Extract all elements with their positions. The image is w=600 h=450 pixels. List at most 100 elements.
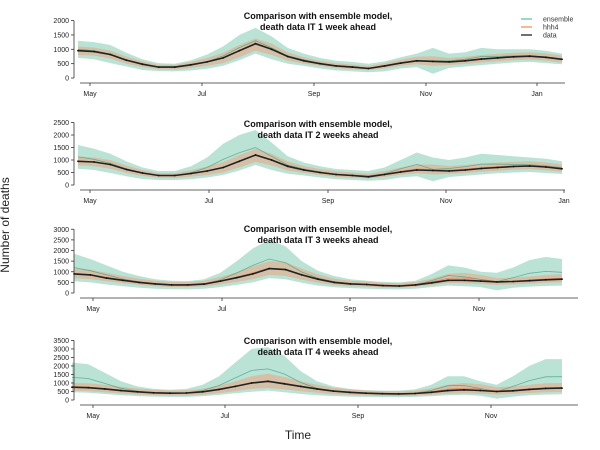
data-point (367, 67, 370, 70)
data-point (544, 278, 547, 281)
data-point (267, 380, 269, 383)
data-point (480, 58, 483, 60)
y-tick-label: 1500 (53, 32, 69, 39)
data-point (480, 167, 483, 170)
x-tick-label: Jul (221, 413, 230, 420)
data-point (190, 172, 192, 175)
data-point (141, 172, 144, 174)
data-point (383, 173, 386, 176)
data-point (250, 382, 253, 384)
y-tick-label: 0 (65, 398, 69, 405)
data-point (545, 166, 547, 168)
x-tick-label: May (83, 91, 97, 98)
y-tick-label: 1500 (53, 372, 69, 379)
data-point (203, 283, 206, 285)
y-tick-label: 1000 (53, 47, 69, 54)
data-point (77, 49, 79, 52)
data-point (512, 280, 515, 283)
data-point (173, 174, 176, 177)
data-point (222, 57, 225, 59)
data-point (496, 166, 499, 169)
data-point (319, 62, 321, 65)
data-point (270, 159, 273, 161)
data-point (206, 61, 209, 63)
data-point (351, 66, 354, 68)
data-point (561, 58, 563, 61)
panel-2: 0 500 1000 1500 2000 2500 May Jul Sep Nov Jan Compa… (53, 119, 569, 205)
data-point (235, 276, 238, 279)
x-tick-label: Jan (558, 198, 569, 205)
data-point (234, 385, 237, 388)
data-point (185, 392, 188, 394)
y-tick-label: 500 (57, 61, 69, 68)
data-point (201, 390, 204, 393)
data-point (109, 53, 112, 56)
data-point (252, 273, 254, 275)
x-tick-label: Nov (440, 198, 453, 205)
y-tick-label: 0 (65, 76, 69, 83)
data-point (286, 165, 289, 168)
data-point (187, 284, 189, 286)
x-tick-label: Nov (473, 306, 486, 313)
data-point (479, 280, 482, 282)
y-tick-label: 2000 (53, 133, 69, 140)
data-point (528, 55, 531, 58)
x-tick-label: Sep (308, 91, 321, 98)
data-point (463, 388, 465, 391)
data-point (561, 167, 563, 170)
y-axis-label: Number of deaths (0, 177, 12, 272)
y-tick-label: 3000 (53, 227, 69, 234)
y-tick-label: 1000 (53, 269, 69, 276)
data-point (254, 42, 257, 45)
data-point (121, 279, 124, 282)
data-point (125, 168, 128, 171)
y-tick-label: 500 (57, 170, 69, 177)
data-point (303, 169, 305, 171)
x-tick-label: May (86, 413, 100, 420)
data-point (383, 65, 386, 67)
data-point (398, 285, 401, 287)
data-point (218, 388, 220, 391)
data-point (317, 278, 319, 281)
data-point (381, 392, 384, 395)
x-tick-label: Sep (344, 306, 357, 313)
data-point (300, 274, 303, 276)
y-tick-label: 2500 (53, 237, 69, 244)
data-point (415, 169, 418, 171)
y-tick-label: 0 (65, 291, 69, 298)
data-point (303, 59, 305, 62)
data-point (173, 66, 176, 68)
data-point (254, 154, 257, 156)
data-point (432, 169, 434, 172)
y-tick-label: 1000 (53, 380, 69, 387)
data-point (512, 55, 515, 58)
y-tick-label: 2500 (53, 355, 69, 362)
y-tick-label: 2500 (53, 120, 69, 127)
data-point (105, 277, 108, 279)
x-tick-label: Jul (218, 306, 227, 313)
panel-title: Comparison with ensemble model, death dat… (244, 11, 393, 32)
panel-title: Comparison with ensemble model, death dat… (244, 119, 393, 140)
data-point (154, 283, 157, 285)
data-point (190, 63, 192, 66)
data-point (561, 278, 563, 281)
data-point (365, 392, 367, 395)
data-point (87, 386, 90, 389)
data-point (136, 390, 139, 393)
x-tick-label: Jul (198, 91, 207, 98)
data-point (496, 281, 498, 283)
x-tick-label: May (83, 198, 97, 205)
y-tick-label: 3000 (53, 346, 69, 353)
data-point (399, 171, 402, 173)
data-point (268, 267, 271, 270)
data-point (93, 161, 95, 163)
data-point (270, 48, 273, 51)
data-point (528, 279, 531, 282)
data-point (157, 174, 160, 177)
data-point (222, 166, 225, 169)
data-point (238, 160, 241, 163)
panel-1: 0 500 1000 1500 2000 May Jul Sep Nov Jan Compariso… (53, 11, 565, 98)
data-point (367, 175, 370, 178)
data-point (333, 281, 336, 284)
